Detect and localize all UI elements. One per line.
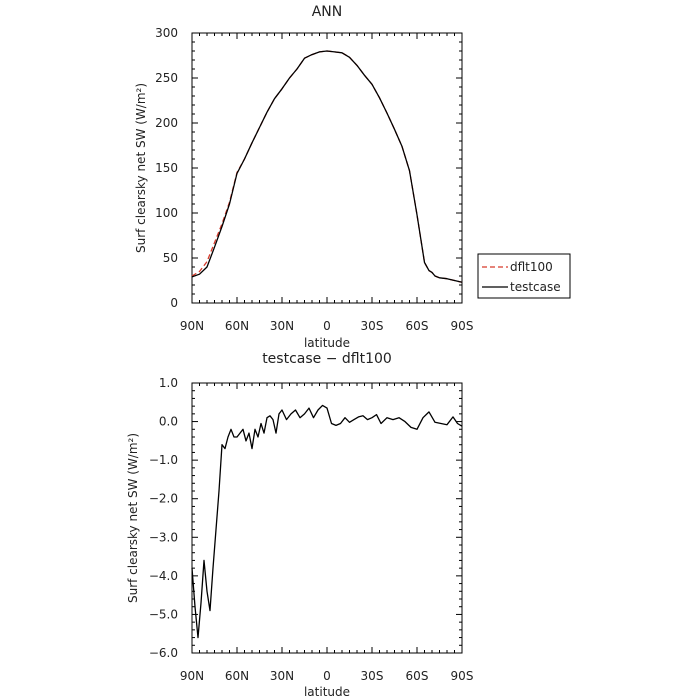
y-tick-label: −3.0 [149,530,178,544]
bottom-y-axis-label: Surf clearsky net SW (W/m²) [126,433,140,603]
testcase-series-line [191,50,463,283]
x-tick-label: 0 [323,319,331,333]
top-plot-frame [191,32,463,304]
y-tick-label: 200 [155,116,178,130]
legend-box [477,253,571,299]
y-tick-label: 0 [170,296,178,310]
x-tick-label: 30N [270,669,294,683]
bottom-plot-frame [191,382,463,654]
y-tick-label: −4.0 [149,569,178,583]
top-panel: ANN 90N 60N 30N 0 30S 60S 90S 0 50 100 150 200 250 30… [134,4,473,350]
x-tick-label: 60N [225,669,249,683]
x-tick-label: 60S [406,319,429,333]
top-y-axis-label: Surf clearsky net SW (W/m²) [134,83,148,253]
top-x-axis-label: latitude [304,336,350,350]
bottom-panel-title: testcase − dflt100 [262,351,392,367]
y-tick-label: 1.0 [159,376,178,390]
x-tick-label: 60N [225,319,249,333]
dflt100-series-line [191,50,463,283]
y-tick-label: −2.0 [149,492,178,506]
y-tick-label: 100 [155,206,178,220]
y-tick-label: −1.0 [149,453,178,467]
x-tick-label: 0 [323,669,331,683]
y-tick-label: 250 [155,71,178,85]
y-tick-label: 150 [155,161,178,175]
x-tick-label: 30S [361,319,384,333]
testcase-legend-label: testcase [510,280,561,294]
difference-series-line [191,404,463,639]
x-tick-label: 30S [361,669,384,683]
x-tick-label: 60S [406,669,429,683]
x-tick-label: 90N [180,319,204,333]
x-tick-label: 90N [180,669,204,683]
dflt100-legend-label: dflt100 [510,260,553,274]
top-panel-title: ANN [312,4,343,20]
y-tick-label: −5.0 [149,607,178,621]
y-tick-label: 300 [155,26,178,40]
x-tick-label: 30N [270,319,294,333]
bottom-x-axis-label: latitude [304,685,350,699]
bottom-panel: testcase − dflt100 90N 60N 30N 0 30S 60S 90S −6… [126,351,473,699]
y-tick-label: 50 [163,251,178,265]
x-tick-label: 90S [451,319,474,333]
y-tick-label: 0.0 [159,415,178,429]
x-tick-label: 90S [451,669,474,683]
legend: dflt100 testcase [477,253,571,299]
y-tick-label: −6.0 [149,646,178,660]
